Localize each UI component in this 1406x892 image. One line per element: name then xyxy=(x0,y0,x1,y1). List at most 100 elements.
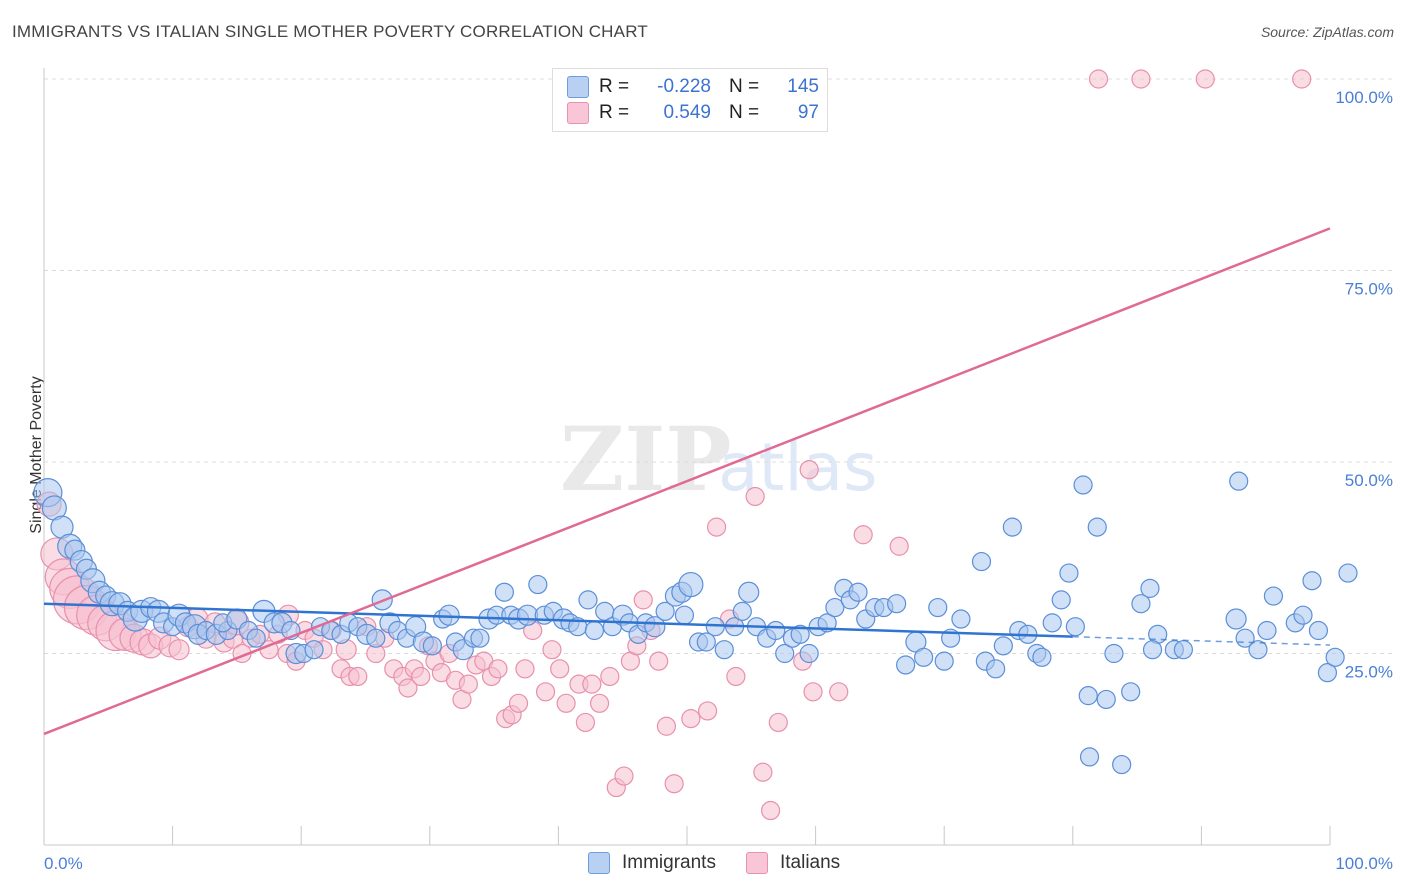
immigrants-point xyxy=(914,647,934,667)
italians-point xyxy=(633,590,653,610)
immigrants-point xyxy=(934,651,954,671)
immigrants-point xyxy=(1131,594,1151,614)
italians-point xyxy=(1088,69,1109,89)
italians-point xyxy=(803,682,823,702)
correlation-legend: R = -0.228 N = 145 R = 0.549 N = 97 xyxy=(552,68,828,132)
immigrants-swatch xyxy=(567,76,589,98)
italians-point xyxy=(614,766,634,786)
immigrants-point xyxy=(1317,663,1338,683)
immigrants-points xyxy=(33,471,1358,775)
immigrants-point xyxy=(951,609,971,629)
immigrants-point xyxy=(766,620,786,641)
italians-point xyxy=(745,486,765,507)
immigrants-point xyxy=(1338,563,1358,583)
immigrants-point xyxy=(971,551,992,572)
italians-point xyxy=(515,659,535,679)
italians-point xyxy=(458,674,478,694)
immigrants-point xyxy=(705,617,725,637)
italians-point xyxy=(411,666,431,687)
italians-point xyxy=(589,693,610,713)
italians-point xyxy=(398,678,418,698)
italians-swatch xyxy=(745,852,768,874)
x-tick-label: 100.0% xyxy=(1335,854,1393,873)
legend-item-italians: Italians xyxy=(745,852,840,874)
italians-point xyxy=(681,709,701,729)
immigrants-point xyxy=(1079,747,1100,767)
series-legend: Immigrants Italians xyxy=(588,852,870,874)
r-label: R = xyxy=(599,76,630,97)
immigrants-point xyxy=(1248,640,1268,660)
immigrants-point xyxy=(1078,686,1098,706)
immigrants-point xyxy=(696,632,716,652)
italians-point xyxy=(582,674,602,694)
immigrants-point xyxy=(1112,754,1132,775)
immigrants-point xyxy=(422,636,442,656)
italians-point xyxy=(656,716,677,736)
italians-point xyxy=(829,682,849,702)
immigrants-point xyxy=(246,628,266,648)
immigrants-trend-extension xyxy=(1072,635,1331,646)
immigrants-point xyxy=(1257,620,1277,641)
immigrants-point xyxy=(790,624,810,644)
immigrants-point xyxy=(775,643,795,664)
zipatlas-watermark: ZIP atlas xyxy=(560,407,878,511)
immigrants-point xyxy=(1051,590,1071,610)
immigrants-point xyxy=(896,655,916,675)
immigrants-point xyxy=(848,582,868,602)
immigrants-point xyxy=(1229,471,1249,491)
immigrants-point xyxy=(732,601,752,621)
immigrants-point xyxy=(1293,605,1313,625)
immigrants-trend-line xyxy=(43,602,1073,638)
immigrants-point xyxy=(1059,563,1079,583)
italians-point xyxy=(760,800,781,821)
italians-point xyxy=(649,651,669,671)
immigrants-point xyxy=(438,604,460,626)
italians-point xyxy=(535,682,556,702)
n-label: N = xyxy=(729,76,760,97)
grid-lines xyxy=(44,78,1395,654)
y-tick-label: 75.0% xyxy=(1345,280,1393,299)
n-label: N = xyxy=(729,102,760,123)
italians-point xyxy=(1131,69,1151,89)
italians-point xyxy=(664,774,684,794)
italians-swatch xyxy=(567,102,589,124)
immigrants-point xyxy=(928,597,948,618)
italians-point xyxy=(542,640,562,660)
immigrants-point xyxy=(993,636,1013,656)
tick-labels: 25.0% 50.0% 75.0% 100.0% 0.0% 100.0% xyxy=(44,88,1393,873)
italians-point xyxy=(550,659,570,679)
immigrants-point xyxy=(1308,620,1329,641)
italians-point xyxy=(853,525,873,545)
immigrants-point xyxy=(1142,640,1163,660)
italians-point xyxy=(348,666,368,687)
immigrants-point xyxy=(644,616,666,638)
italians-point xyxy=(488,659,508,679)
y-tick-label: 100.0% xyxy=(1335,88,1393,107)
immigrants-point xyxy=(738,581,760,603)
italians-point xyxy=(1292,69,1312,89)
immigrants-point xyxy=(528,574,548,595)
immigrants-point xyxy=(817,613,837,633)
legend-item-immigrants: Immigrants xyxy=(588,852,716,874)
immigrants-point xyxy=(1302,571,1322,591)
immigrants-point xyxy=(304,640,324,660)
italians-point xyxy=(556,693,576,713)
legend-label-immigrants: Immigrants xyxy=(622,852,716,873)
immigrants-point xyxy=(1042,613,1062,633)
axes xyxy=(43,68,1331,846)
immigrants-point xyxy=(1325,647,1345,667)
immigrants-point xyxy=(1065,617,1085,637)
n-value: 97 xyxy=(797,102,819,123)
r-value: -0.228 xyxy=(657,76,711,97)
immigrants-point xyxy=(887,594,907,614)
immigrants-point xyxy=(1073,475,1093,495)
immigrants-point xyxy=(1104,643,1124,664)
y-tick-label: 50.0% xyxy=(1345,471,1393,490)
immigrants-point xyxy=(678,571,704,598)
immigrants-point xyxy=(655,601,675,621)
r-label: R = xyxy=(599,102,630,123)
immigrants-point xyxy=(578,590,598,610)
legend-row-immigrants: R = -0.228 N = 145 xyxy=(567,75,819,99)
r-value: 0.549 xyxy=(663,102,711,123)
